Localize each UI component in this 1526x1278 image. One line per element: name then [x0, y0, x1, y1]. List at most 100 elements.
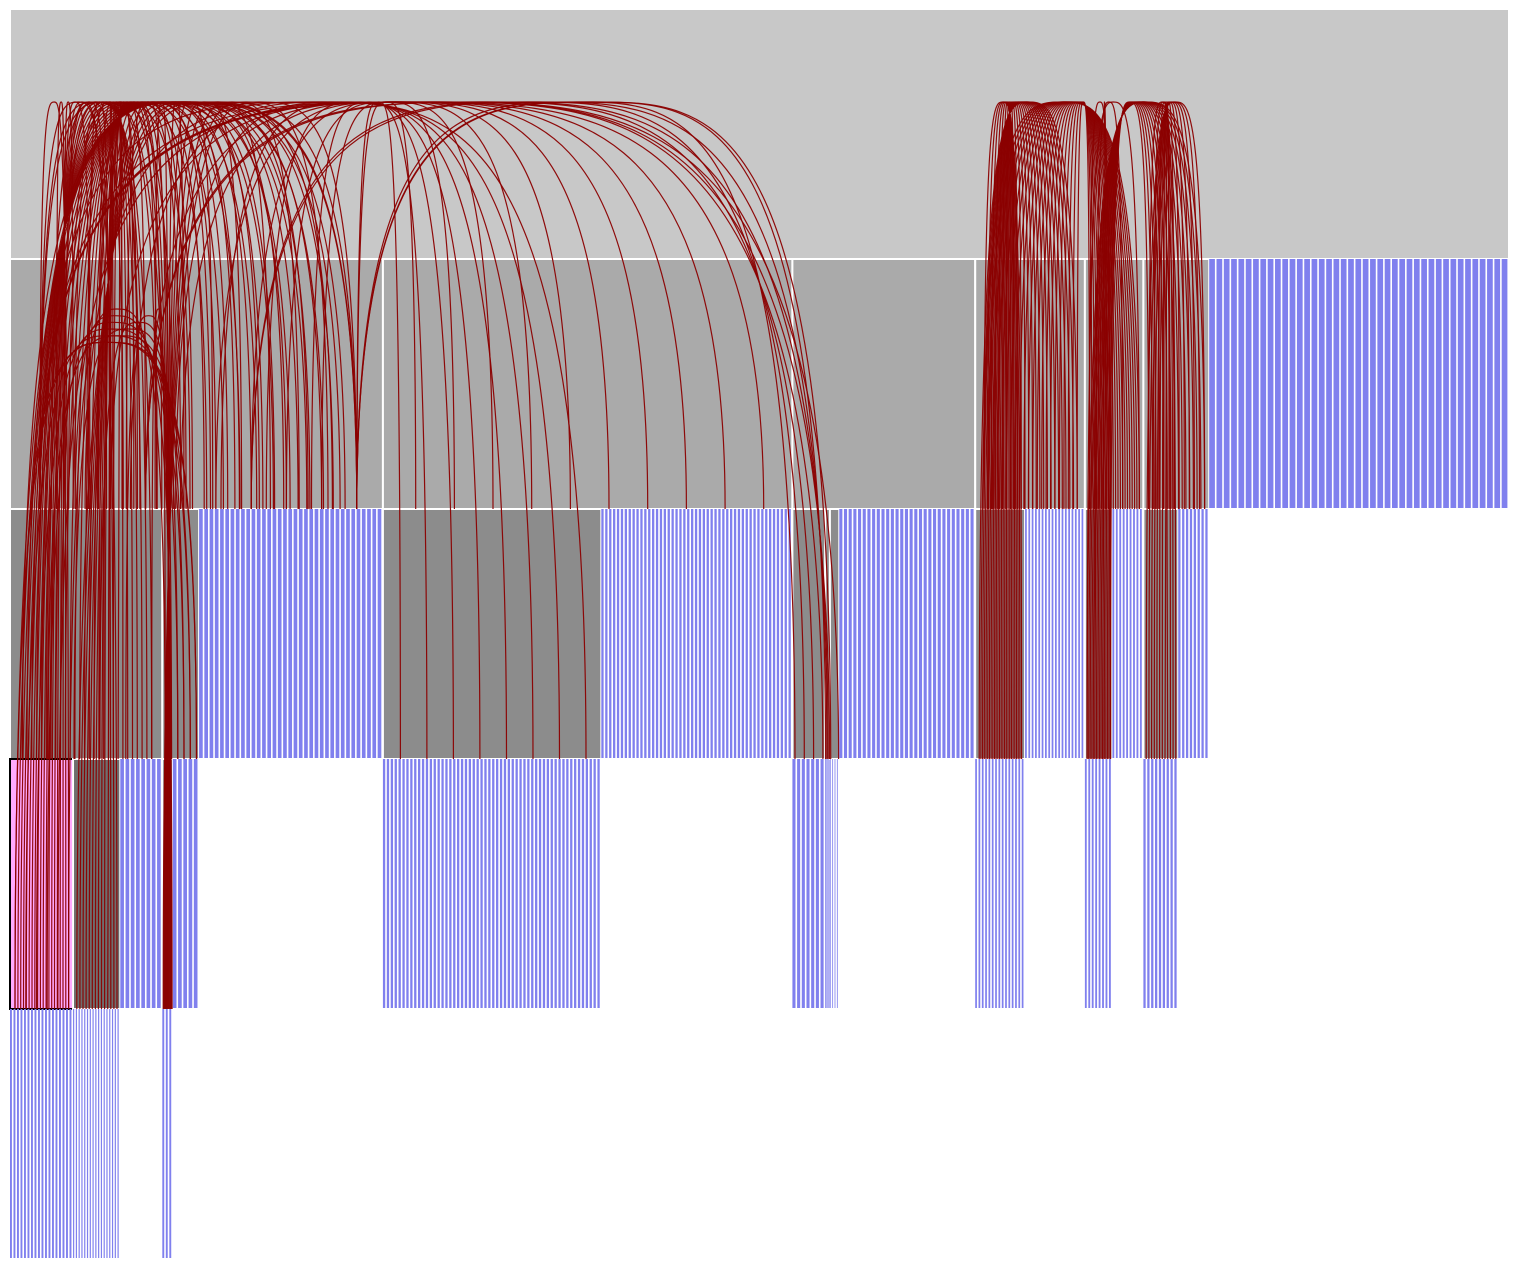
- leaf-bar: [262, 509, 266, 758]
- leaf-bar: [1133, 509, 1135, 758]
- leaf-bar: [554, 759, 557, 1008]
- cluster-level-1[interactable]: [381, 258, 794, 510]
- leaf-bar: [937, 509, 941, 758]
- leaf-bar: [241, 509, 245, 758]
- leaf-bar: [1084, 759, 1087, 1008]
- leaf-bar: [1435, 259, 1442, 508]
- leaf-bar: [1348, 259, 1354, 508]
- leaf-bar: [632, 509, 635, 758]
- leaf-bar: [225, 509, 230, 758]
- leaf-group: [792, 759, 824, 1008]
- leaf-bar: [382, 759, 386, 1008]
- leaf-bar: [235, 509, 240, 758]
- leaf-bar: [1035, 509, 1037, 758]
- edge: [1076, 101, 1091, 510]
- leaf-bar: [59, 1009, 61, 1258]
- leaf-bar: [1091, 759, 1094, 1008]
- leaf-bar: [183, 759, 187, 1008]
- leaf-group: [199, 509, 303, 758]
- cluster-level-1[interactable]: [791, 258, 977, 510]
- leaf-bar: [1267, 259, 1274, 508]
- leaf-bar: [895, 509, 899, 758]
- leaf-bar: [1139, 509, 1142, 758]
- leaf-bar: [566, 759, 569, 1008]
- leaf-bar: [277, 509, 282, 758]
- leaf-bar: [31, 1009, 33, 1258]
- leaf-group: [172, 759, 198, 1008]
- leaf-bar: [843, 509, 848, 758]
- leaf-bar: [975, 759, 977, 1008]
- leaf-bar: [1185, 509, 1189, 758]
- leaf-bar: [120, 759, 124, 1008]
- leaf-bar: [640, 509, 643, 758]
- leaf-bar: [780, 509, 784, 758]
- leaf-bar: [480, 759, 483, 1008]
- leaf-bar: [947, 509, 951, 758]
- leaf-bar: [464, 759, 468, 1008]
- leaf-bar: [811, 759, 815, 1008]
- edge: [34, 101, 241, 1010]
- leaf-group: [1443, 259, 1493, 508]
- leaf-bar: [230, 509, 235, 758]
- leaf-bar: [1501, 259, 1508, 508]
- leaf-bar: [601, 509, 604, 758]
- edge: [57, 315, 173, 1010]
- leaf-bar: [472, 759, 475, 1008]
- leaf-bar: [836, 759, 838, 1008]
- leaf-bar: [92, 1009, 94, 1258]
- edge: [356, 101, 832, 760]
- leaf-bar: [991, 759, 994, 1008]
- leaf-bar: [13, 1009, 16, 1258]
- edge: [68, 308, 166, 1010]
- leaf-bar: [570, 759, 573, 1008]
- leaf-bar: [679, 509, 682, 758]
- leaf-bar: [706, 509, 709, 758]
- leaf-bar: [1061, 509, 1064, 758]
- leaf-bar: [1275, 259, 1281, 508]
- edge: [1086, 101, 1140, 760]
- leaf-bar: [531, 759, 534, 1008]
- leaf-bar: [909, 509, 913, 758]
- leaf-group: [1025, 509, 1084, 758]
- leaf-bar: [663, 509, 667, 758]
- leaf-group: [1084, 759, 1111, 1008]
- leaf-bar: [1045, 509, 1047, 758]
- leaf-bar: [675, 509, 678, 758]
- leaf-bar: [1054, 509, 1057, 758]
- leaf-bar: [38, 1009, 40, 1258]
- leaf-bar: [519, 759, 522, 1008]
- leaf-bar: [820, 759, 824, 1008]
- edge: [1158, 101, 1171, 760]
- leaf-bar: [636, 509, 639, 758]
- leaf-bar: [867, 509, 871, 758]
- leaf-bar: [34, 1009, 37, 1258]
- leaf-bar: [199, 509, 203, 758]
- leaf-bar: [628, 509, 631, 758]
- cluster-level-0[interactable]: [9, 8, 1510, 260]
- edge-bundle: [14, 308, 198, 1010]
- leaf-bar: [1494, 259, 1501, 508]
- cluster-level-2[interactable]: [381, 508, 603, 760]
- leaf-bar: [1443, 259, 1449, 508]
- leaf-bar: [620, 509, 624, 758]
- leaf-bar: [89, 1009, 91, 1258]
- leaf-bar: [117, 1009, 119, 1258]
- leaf-bar: [1126, 509, 1129, 758]
- leaf-bar: [988, 759, 991, 1008]
- leaf-bar: [172, 759, 177, 1008]
- leaf-bar: [251, 509, 256, 758]
- leaf-bar: [730, 509, 733, 758]
- leaf-group: [825, 759, 830, 1008]
- leaf-bar: [460, 759, 464, 1008]
- edge: [165, 101, 243, 1010]
- leaf-bar: [1209, 259, 1215, 508]
- leaf-bar: [574, 759, 577, 1008]
- leaf-group: [1178, 509, 1208, 758]
- leaf-bar: [745, 509, 748, 758]
- leaf-bar: [970, 509, 974, 758]
- leaf-bar: [942, 509, 946, 758]
- leaf-bar: [1216, 259, 1223, 508]
- leaf-bar: [1205, 509, 1208, 758]
- leaf-bar: [125, 759, 130, 1008]
- leaf-bar: [1406, 259, 1413, 508]
